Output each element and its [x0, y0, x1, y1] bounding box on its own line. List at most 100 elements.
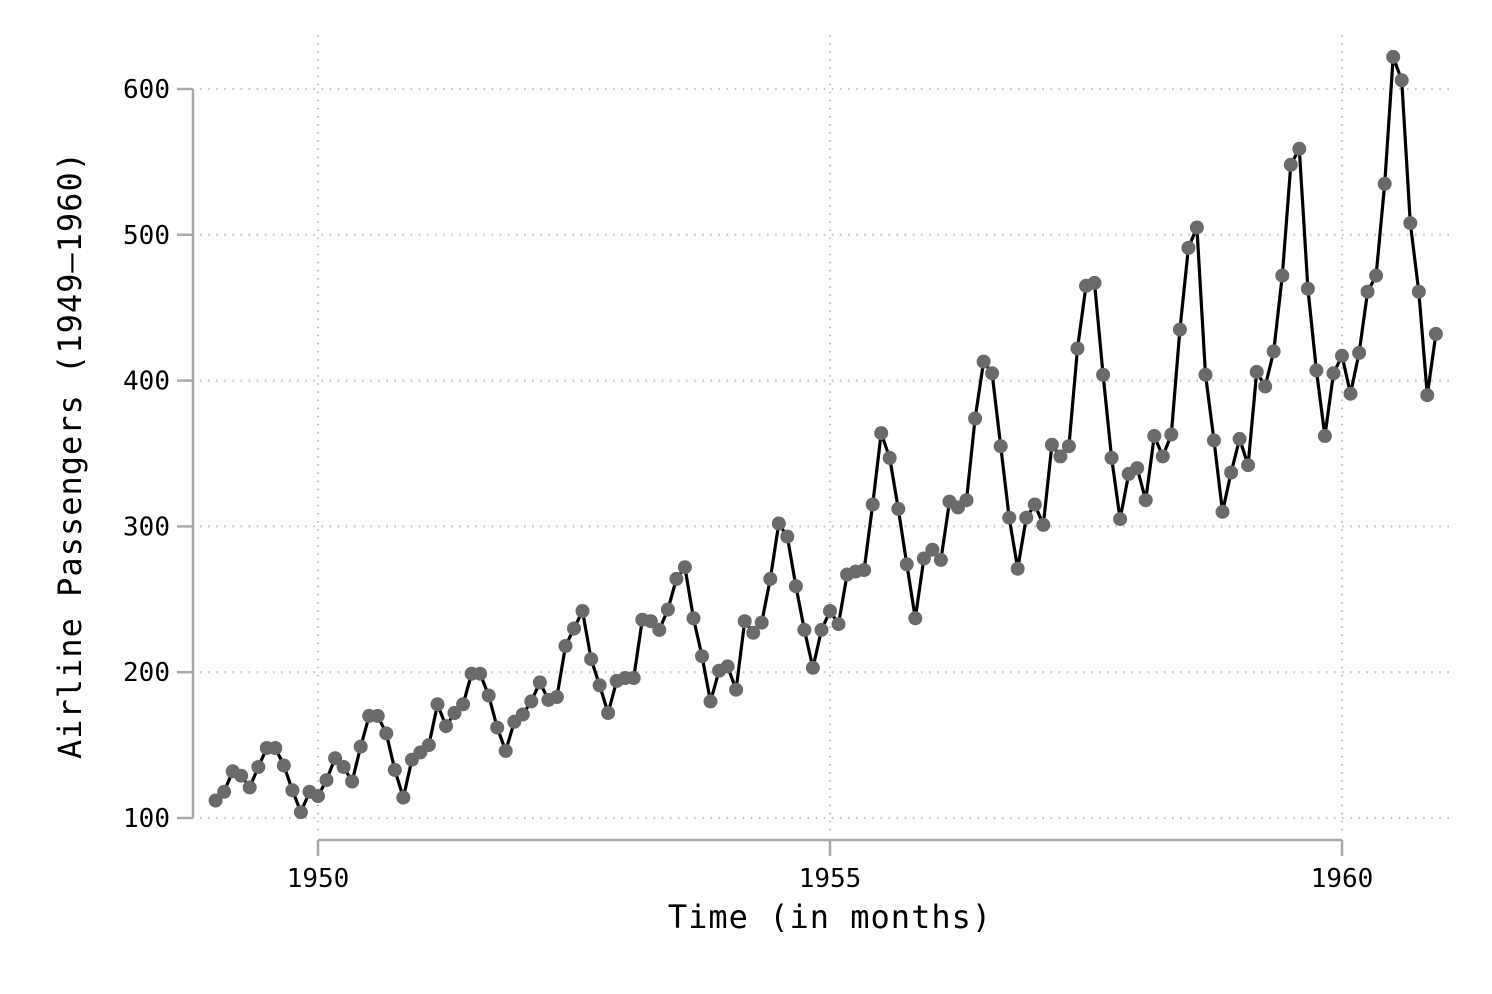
data-point: [660, 602, 675, 617]
data-point: [899, 557, 914, 572]
data-point: [370, 708, 385, 723]
data-point: [1019, 510, 1034, 525]
data-point: [677, 560, 692, 575]
data-point: [532, 675, 547, 690]
data-point: [268, 741, 283, 755]
data-point: [1420, 388, 1435, 403]
data-point: [328, 751, 343, 766]
data-point: [1070, 341, 1085, 356]
data-point: [319, 773, 334, 788]
data-point: [1164, 427, 1179, 442]
data-point: [1394, 73, 1409, 88]
data-point: [481, 688, 496, 703]
y-tick-label: 200: [123, 658, 170, 688]
data-point: [805, 660, 820, 675]
data-point: [379, 726, 394, 741]
data-point: [1104, 450, 1119, 465]
data-point: [1215, 504, 1230, 519]
data-point: [558, 639, 573, 653]
data-point: [1096, 367, 1111, 382]
data-point: [669, 571, 684, 586]
data-point: [891, 501, 906, 516]
y-tick-label: 400: [123, 367, 170, 397]
data-point: [1027, 497, 1042, 512]
data-point: [865, 497, 880, 512]
y-axis-title: Airline Passengers (1949–1960): [51, 151, 89, 759]
data-point: [1326, 366, 1341, 381]
data-point: [353, 739, 368, 754]
data-point: [1053, 449, 1068, 464]
data-point: [584, 652, 599, 667]
data-point: [780, 529, 795, 544]
data-point: [1335, 348, 1349, 363]
data-point: [524, 694, 539, 709]
data-point: [387, 762, 402, 777]
data-point: [968, 411, 983, 426]
data-point: [686, 611, 701, 626]
data-point: [1403, 216, 1418, 231]
data-point: [285, 783, 300, 798]
data-point: [959, 493, 974, 508]
data-point: [643, 614, 658, 629]
data-point: [1036, 517, 1051, 532]
x-tick-label: 1955: [799, 864, 862, 894]
data-point: [908, 611, 923, 626]
data-point: [575, 604, 590, 618]
data-point: [1113, 512, 1128, 527]
data-point: [1002, 510, 1017, 525]
data-point: [515, 707, 530, 722]
data-point: [729, 682, 744, 697]
data-point: [1189, 220, 1204, 235]
data-point: [1258, 379, 1273, 394]
data-point: [754, 615, 769, 630]
data-point: [601, 706, 616, 720]
data-point: [933, 552, 948, 567]
data-point: [293, 805, 308, 820]
data-point: [242, 780, 257, 795]
data-point: [1155, 449, 1170, 464]
data-point: [421, 738, 436, 753]
data-point: [1309, 363, 1324, 378]
data-point: [1343, 386, 1358, 401]
data-point: [345, 774, 360, 789]
data-point: [1283, 157, 1298, 172]
data-point: [1275, 268, 1290, 283]
x-axis-title: Time (in months): [667, 898, 993, 936]
data-point: [763, 571, 778, 586]
data-point: [1172, 322, 1187, 337]
data-point: [703, 694, 718, 709]
data-point: [1130, 461, 1145, 476]
data-point: [1249, 364, 1264, 379]
data-point: [1411, 284, 1426, 299]
data-point: [1317, 429, 1332, 443]
data-point: [814, 622, 829, 637]
data-point: [626, 671, 641, 685]
data-point: [1207, 433, 1221, 448]
data-point: [208, 793, 223, 808]
data-point: [993, 439, 1008, 454]
data-point: [456, 697, 471, 712]
data-point: [251, 760, 266, 774]
data-point: [925, 542, 940, 557]
data-point: [916, 551, 931, 566]
data-point: [857, 563, 872, 578]
data-point: [1198, 367, 1213, 382]
data-point: [1087, 275, 1102, 290]
y-tick-label: 100: [123, 804, 170, 834]
data-point: [336, 760, 351, 774]
y-tick-label: 300: [123, 512, 170, 542]
data-point: [217, 784, 232, 799]
data-point: [567, 621, 581, 636]
data-point: [498, 743, 513, 758]
data-point: [276, 758, 291, 773]
data-point: [1010, 561, 1025, 576]
data-point: [1360, 284, 1375, 299]
x-tick-label: 1950: [287, 864, 350, 894]
data-point: [1224, 465, 1239, 480]
y-tick-label: 600: [123, 75, 170, 105]
data-point: [1181, 240, 1196, 255]
data-point: [720, 659, 735, 674]
data-point: [447, 706, 462, 720]
